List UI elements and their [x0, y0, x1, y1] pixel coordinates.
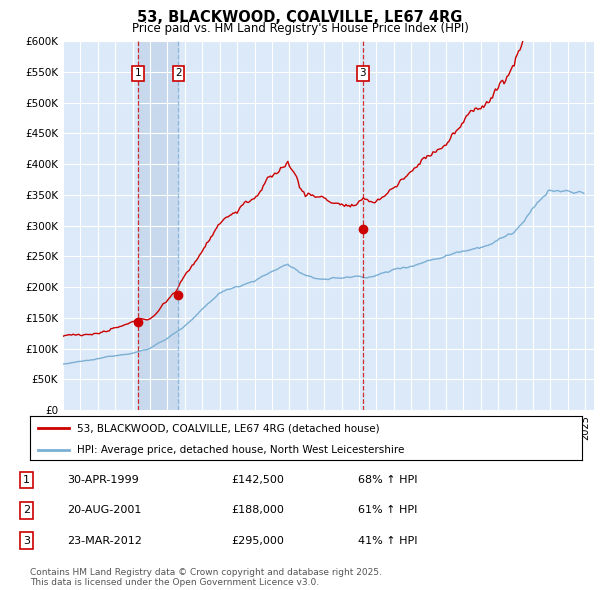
Text: £188,000: £188,000	[231, 506, 284, 515]
Text: 2: 2	[23, 506, 30, 515]
Text: 68% ↑ HPI: 68% ↑ HPI	[358, 475, 417, 485]
Text: 3: 3	[359, 68, 366, 78]
Text: £142,500: £142,500	[231, 475, 284, 485]
Text: 41% ↑ HPI: 41% ↑ HPI	[358, 536, 417, 546]
Text: 1: 1	[23, 475, 30, 485]
Text: £295,000: £295,000	[231, 536, 284, 546]
Text: 23-MAR-2012: 23-MAR-2012	[67, 536, 142, 546]
Text: 61% ↑ HPI: 61% ↑ HPI	[358, 506, 417, 515]
Text: Price paid vs. HM Land Registry's House Price Index (HPI): Price paid vs. HM Land Registry's House …	[131, 22, 469, 35]
Text: 30-APR-1999: 30-APR-1999	[67, 475, 139, 485]
Text: 53, BLACKWOOD, COALVILLE, LE67 4RG (detached house): 53, BLACKWOOD, COALVILLE, LE67 4RG (deta…	[77, 424, 380, 433]
Bar	[139, 41, 178, 410]
Text: 53, BLACKWOOD, COALVILLE, LE67 4RG: 53, BLACKWOOD, COALVILLE, LE67 4RG	[137, 10, 463, 25]
Text: 2: 2	[175, 68, 182, 78]
Text: 3: 3	[23, 536, 30, 546]
Text: 20-AUG-2001: 20-AUG-2001	[67, 506, 141, 515]
Text: Contains HM Land Registry data © Crown copyright and database right 2025.
This d: Contains HM Land Registry data © Crown c…	[30, 568, 382, 587]
Text: 1: 1	[135, 68, 142, 78]
Text: HPI: Average price, detached house, North West Leicestershire: HPI: Average price, detached house, Nort…	[77, 445, 404, 455]
